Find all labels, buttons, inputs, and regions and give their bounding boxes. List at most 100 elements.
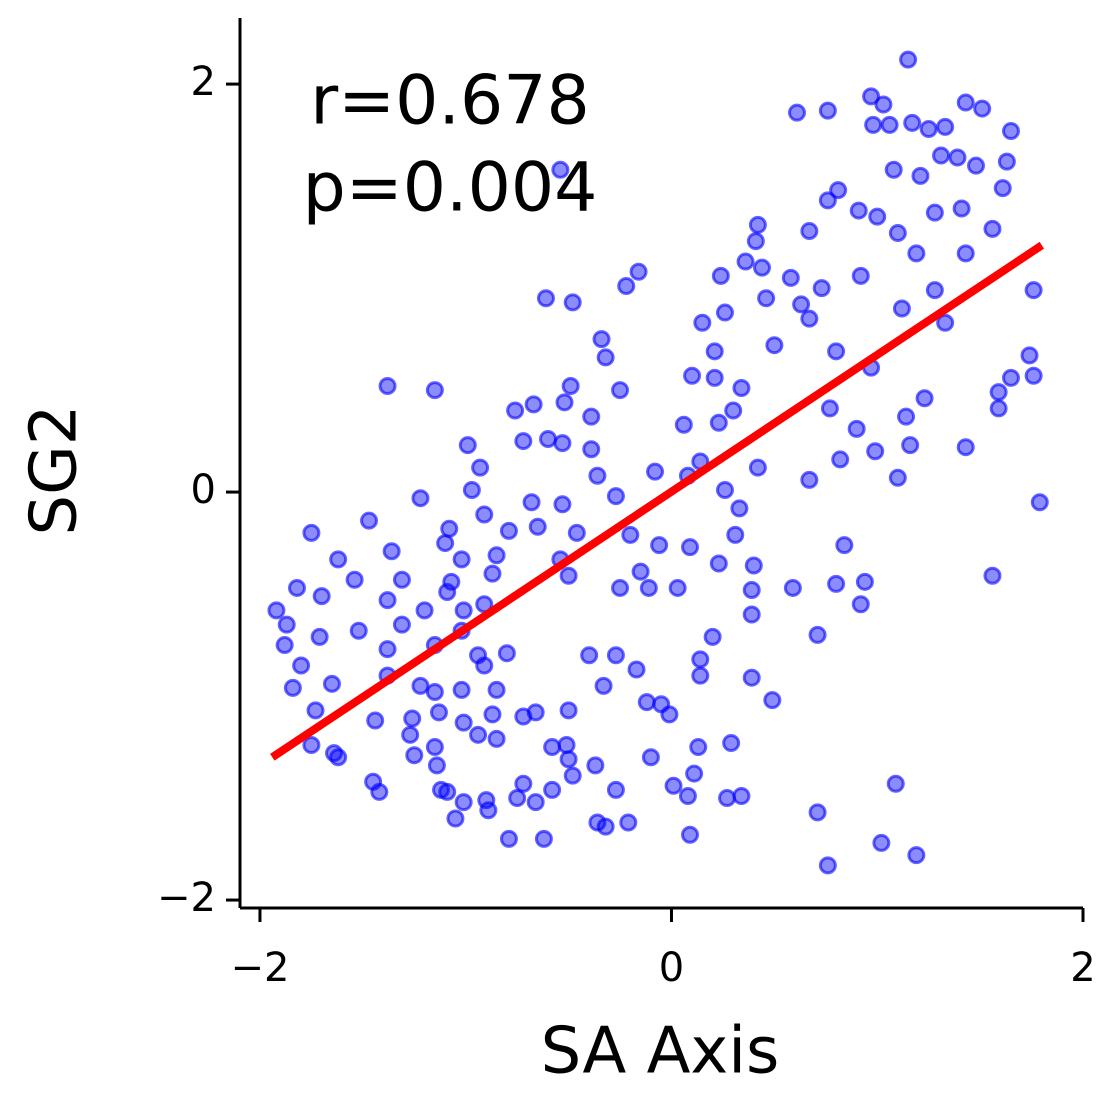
point: [742, 668, 761, 687]
annotation: p=0.004: [303, 149, 598, 228]
point: [458, 436, 477, 455]
point: [888, 468, 907, 487]
point: [983, 566, 1002, 585]
point: [475, 656, 494, 675]
point: [851, 266, 870, 285]
point: [312, 587, 331, 606]
point: [497, 644, 516, 663]
point: [582, 440, 601, 459]
point: [765, 336, 784, 355]
point: [907, 244, 926, 263]
point: [475, 505, 494, 524]
point: [592, 330, 611, 349]
point: [596, 348, 615, 367]
point: [479, 801, 498, 820]
point: [818, 101, 837, 120]
point: [553, 495, 572, 514]
point: [989, 399, 1008, 418]
point: [438, 583, 457, 602]
point: [563, 766, 582, 785]
point: [983, 219, 1002, 238]
point: [808, 803, 827, 822]
point: [691, 650, 710, 669]
point: [820, 399, 839, 418]
point: [543, 780, 562, 799]
point: [792, 295, 811, 314]
point: [563, 293, 582, 312]
point: [732, 787, 751, 806]
point: [559, 750, 578, 769]
point: [528, 517, 547, 536]
point: [415, 601, 434, 620]
y-tick-label: 2: [191, 59, 216, 105]
point: [724, 401, 743, 420]
point: [446, 809, 465, 828]
point: [715, 303, 734, 322]
point: [800, 221, 819, 240]
point: [438, 782, 457, 801]
point: [631, 562, 650, 581]
point: [588, 466, 607, 485]
point: [948, 148, 967, 167]
point: [582, 407, 601, 426]
point: [851, 595, 870, 614]
point: [539, 430, 558, 449]
point: [425, 381, 444, 400]
point: [454, 793, 473, 812]
point: [730, 499, 749, 518]
point: [646, 462, 665, 481]
point: [370, 782, 389, 801]
y-tick-label: 0: [191, 467, 216, 513]
x-tick-label: 2: [1070, 945, 1095, 991]
point: [267, 601, 286, 620]
point: [835, 536, 854, 555]
point: [718, 789, 737, 808]
point: [471, 458, 490, 477]
point: [378, 376, 397, 395]
point: [660, 705, 679, 724]
point: [685, 764, 704, 783]
point: [483, 705, 502, 724]
point: [302, 736, 321, 755]
point: [748, 458, 767, 477]
point: [275, 636, 294, 655]
x-tick-label: −2: [230, 945, 289, 991]
point: [818, 191, 837, 210]
point: [742, 580, 761, 599]
point: [637, 693, 656, 712]
point: [827, 574, 846, 593]
point: [925, 203, 944, 222]
point: [956, 93, 975, 112]
point: [827, 342, 846, 361]
point: [1024, 281, 1043, 300]
point: [302, 523, 321, 542]
point: [580, 646, 599, 665]
point: [627, 660, 646, 679]
point: [973, 99, 992, 118]
point: [956, 244, 975, 263]
fit-line: [270, 241, 1045, 761]
point: [680, 538, 699, 557]
point: [378, 591, 397, 610]
point: [366, 711, 385, 730]
point: [452, 680, 471, 699]
point: [664, 776, 683, 795]
point: [561, 376, 580, 395]
point: [483, 564, 502, 583]
point: [425, 738, 444, 757]
point: [553, 434, 572, 453]
point: [868, 207, 887, 226]
point: [360, 511, 379, 530]
point: [952, 199, 971, 218]
point: [709, 554, 728, 573]
point: [680, 825, 699, 844]
point: [787, 103, 806, 122]
annotation: r=0.678: [310, 62, 590, 141]
point: [693, 313, 712, 332]
point: [925, 281, 944, 300]
point: [864, 115, 883, 134]
point: [711, 266, 730, 285]
point: [621, 525, 640, 544]
y-tick-label: −2: [157, 875, 216, 921]
